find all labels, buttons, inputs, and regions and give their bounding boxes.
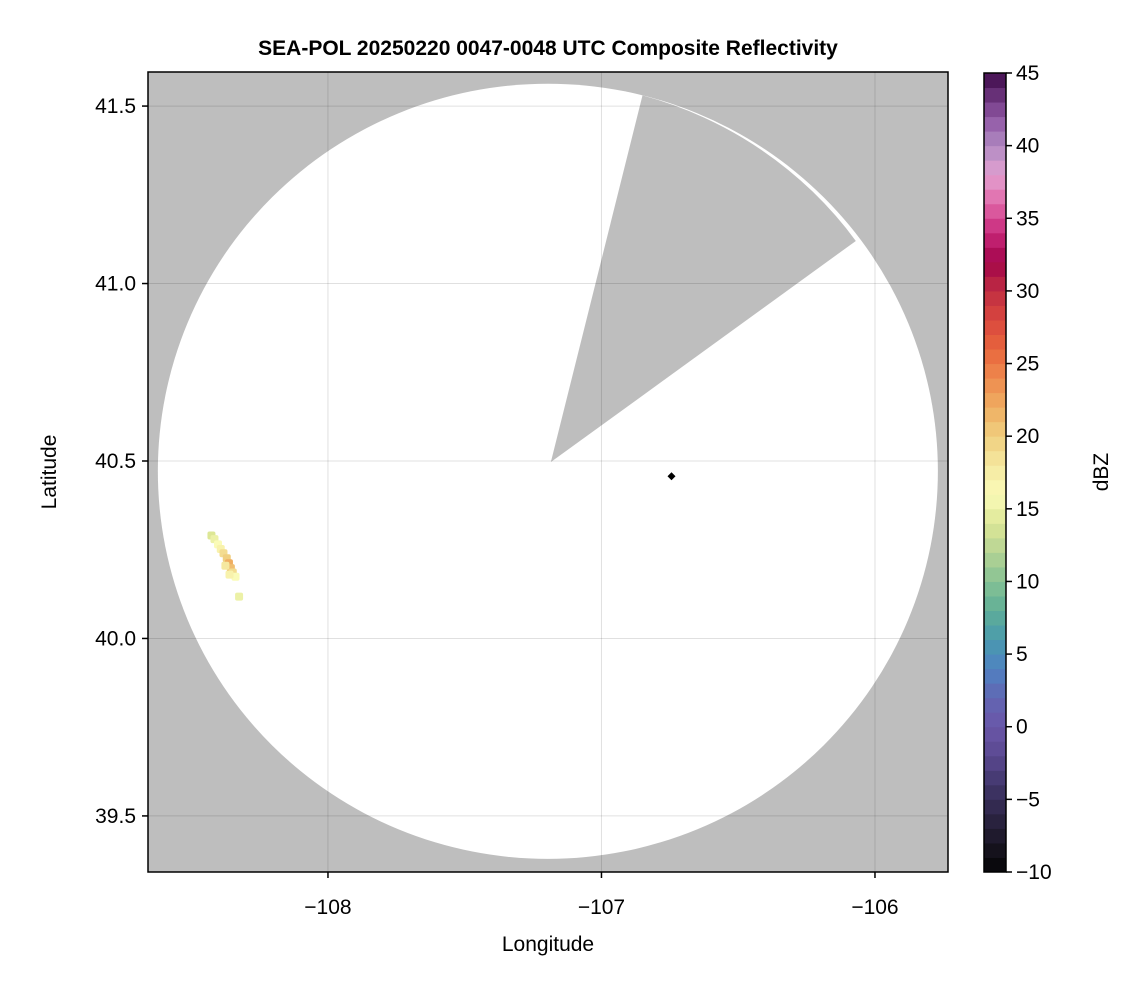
colorbar-bin: [984, 290, 1006, 306]
colorbar-bin: [984, 770, 1006, 786]
colorbar-bin: [984, 102, 1006, 118]
colorbar-bin: [984, 784, 1006, 800]
colorbar-bin: [984, 232, 1006, 248]
colorbar-tick-label: 25: [1016, 353, 1039, 376]
y-tick-label: 40.0: [95, 627, 136, 650]
colorbar-bin: [984, 828, 1006, 844]
echo-cell: [221, 561, 230, 570]
colorbar-tick-label: 35: [1016, 207, 1039, 230]
colorbar-bin: [984, 305, 1006, 321]
blocked-sector: [550, 95, 856, 463]
colorbar-bin: [984, 741, 1006, 757]
colorbar-bin: [984, 145, 1006, 161]
colorbar-bin: [984, 697, 1006, 713]
axes: −108 −107 −106 39.5 40.0 40.5 41.0 41.5: [95, 71, 949, 919]
y-tick-label: 41.0: [95, 273, 136, 296]
colorbar-bin: [984, 755, 1006, 771]
x-axis-label: Longitude: [502, 933, 594, 956]
colorbar-bin: [984, 436, 1006, 452]
colorbar-bin: [984, 218, 1006, 234]
colorbar-frame: [983, 72, 1007, 873]
colorbar-tick-label: −10: [1016, 861, 1052, 884]
colorbar-tick-label: 10: [1016, 570, 1039, 593]
plot-content: [148, 72, 948, 872]
colorbar-bin: [984, 639, 1006, 655]
y-axis-label: Latitude: [38, 435, 61, 510]
colorbar-bin: [984, 537, 1006, 553]
colorbar-tick-label: 15: [1016, 498, 1039, 521]
colorbar-tick-label: 45: [1016, 62, 1039, 85]
colorbar-bin: [984, 857, 1006, 873]
chart-title: SEA-POL 20250220 0047-0048 UTC Composite…: [258, 37, 838, 60]
colorbar-tick-label: 0: [1016, 716, 1028, 739]
colorbar-bin: [984, 668, 1006, 684]
colorbar-bin: [984, 131, 1006, 147]
colorbar-bin: [984, 160, 1006, 176]
colorbar-bin: [984, 799, 1006, 815]
colorbar-tick-label: 5: [1016, 643, 1028, 666]
y-tick-label: 39.5: [95, 805, 136, 828]
colorbar-bin: [984, 842, 1006, 858]
colorbar-bin: [984, 392, 1006, 408]
colorbar-bin: [984, 712, 1006, 728]
colorbar-bin: [984, 247, 1006, 263]
colorbar-bin: [984, 581, 1006, 597]
plot-frame: [147, 71, 949, 873]
colorbar-bin: [984, 465, 1006, 481]
echo-cell: [235, 592, 244, 601]
colorbar-bin: [984, 494, 1006, 510]
colorbar-bin: [984, 654, 1006, 670]
colorbar-bin: [984, 610, 1006, 626]
colorbar-bin: [984, 523, 1006, 539]
radar-site-marker: [667, 472, 676, 481]
colorbar-bin: [984, 552, 1006, 568]
colorbar-bin: [984, 378, 1006, 394]
x-tick-label: −107: [578, 896, 625, 919]
x-tick-label: −108: [304, 896, 351, 919]
colorbar-bin: [984, 319, 1006, 335]
colorbar-bin: [984, 683, 1006, 699]
colorbar-bin: [984, 450, 1006, 466]
colorbar-bin: [984, 421, 1006, 437]
colorbar-tick-label: 30: [1016, 280, 1039, 303]
colorbar-tick-label: 40: [1016, 135, 1039, 158]
echo-cell: [231, 572, 240, 581]
y-tick-label: 41.5: [95, 95, 136, 118]
colorbar-bin: [984, 261, 1006, 277]
colorbar-bin: [984, 87, 1006, 103]
echo-cell: [225, 570, 234, 579]
plot-area: [148, 72, 948, 872]
colorbar-bin: [984, 203, 1006, 219]
colorbar: −10 −5 0 5 10 15 20 25 30 35 40 45: [983, 62, 1052, 884]
colorbar-bin: [984, 363, 1006, 379]
colorbar-bin: [984, 508, 1006, 524]
colorbar-bin: [984, 726, 1006, 742]
colorbar-tick-label: −5: [1016, 788, 1040, 811]
colorbar-tick-label: 20: [1016, 425, 1039, 448]
colorbar-bin: [984, 813, 1006, 829]
colorbar-bin: [984, 407, 1006, 423]
y-tick-label: 40.5: [95, 450, 136, 473]
colorbar-bin: [984, 479, 1006, 495]
colorbar-bin: [984, 116, 1006, 132]
colorbar-bin: [984, 595, 1006, 612]
colorbar-bin: [984, 625, 1006, 641]
colorbar-bin: [984, 189, 1006, 205]
colorbar-bin: [984, 566, 1006, 582]
colorbar-bin: [984, 349, 1006, 365]
colorbar-bin: [984, 334, 1006, 350]
colorbar-bin: [984, 73, 1006, 89]
colorbar-bin: [984, 276, 1006, 292]
colorbar-bin: [984, 174, 1006, 190]
colorbar-label: dBZ: [1090, 453, 1113, 492]
x-tick-label: −106: [851, 896, 898, 919]
